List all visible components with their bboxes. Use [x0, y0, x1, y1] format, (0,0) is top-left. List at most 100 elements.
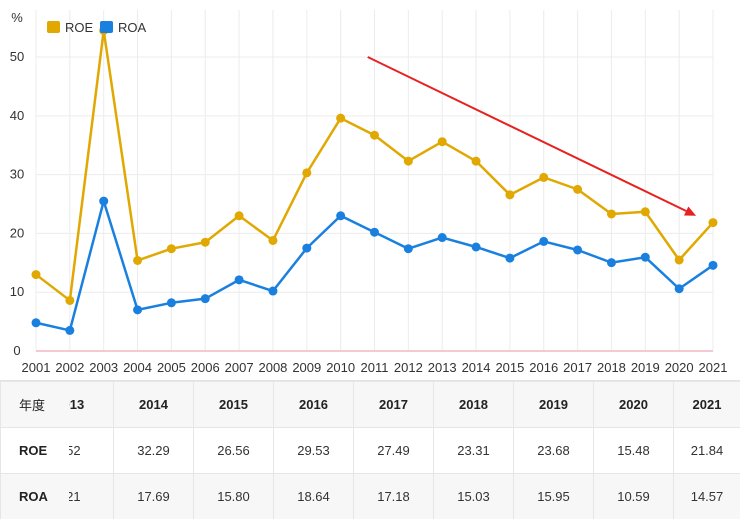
table-cell: 18.64	[273, 473, 354, 519]
data-point-roe	[674, 255, 684, 265]
table-cell: 15.95	[513, 473, 594, 519]
x-tick-label: 2018	[597, 360, 626, 375]
x-tick-label: 2009	[292, 360, 321, 375]
table-cell: 26.56	[193, 427, 274, 474]
table-cell: 15.80	[193, 473, 274, 519]
y-tick-label: 20	[10, 225, 24, 240]
chart-annotation	[367, 56, 697, 216]
data-point-roe	[370, 130, 379, 140]
x-tick-label: 2002	[55, 360, 84, 375]
data-point-roa	[437, 233, 447, 243]
table-row-roa: ROA .21 17.69 15.80 18.64 17.18 15.03 15…	[0, 473, 740, 519]
data-point-roa	[166, 298, 176, 308]
legend-swatch	[100, 21, 113, 33]
x-tick-label: 2011	[361, 360, 389, 375]
data-point-roa	[606, 258, 616, 268]
data-point-roa	[133, 305, 143, 315]
table-cell: 29.53	[273, 427, 354, 474]
legend-item-roa: ROA	[100, 20, 147, 35]
data-table-container[interactable]: 年度 013 2014 2015 2016 2017 2018 2019 202…	[0, 380, 740, 519]
data-point-roa	[370, 227, 379, 237]
data-point-roe	[573, 184, 583, 194]
data-point-roa	[336, 211, 346, 221]
data-point-roa	[403, 244, 413, 254]
data-point-roa	[200, 294, 210, 304]
x-tick-label: 2019	[631, 360, 660, 375]
data-point-roe	[640, 207, 650, 217]
chart-axes: 0 10 20 30 40 50% 2001 2002 2003 2004 2005 2006 2007…	[10, 10, 728, 375]
table-col-header: 2019	[513, 381, 594, 428]
table-col-header: 2016	[273, 381, 354, 428]
data-point-roa	[99, 196, 109, 206]
table-cell: 14.57	[673, 473, 740, 519]
table-col-header: 2020	[593, 381, 674, 428]
data-point-roe	[133, 255, 143, 265]
y-tick-label: 10	[10, 284, 24, 299]
x-tick-label: 2005	[157, 360, 186, 375]
x-tick-label: 2014	[462, 360, 491, 375]
data-point-roe	[471, 156, 481, 166]
y-tick-label: 40	[10, 108, 24, 123]
table-cell: 17.18	[353, 473, 434, 519]
trend-arrow-head	[683, 206, 697, 216]
x-tick-label: 2020	[665, 360, 694, 375]
chart-grid	[35, 10, 714, 351]
table-col-header: 2015	[193, 381, 274, 428]
x-tick-label: 2006	[191, 360, 220, 375]
table-cell: 17.69	[113, 473, 194, 519]
data-point-roa	[471, 242, 481, 252]
table-col-header: 2021	[673, 381, 740, 428]
data-point-roe	[200, 237, 210, 247]
x-tick-label: 2013	[428, 360, 457, 375]
y-tick-label: 30	[10, 167, 24, 182]
data-point-roa	[268, 286, 278, 296]
x-tick-label: 2012	[394, 360, 423, 375]
data-point-roe	[708, 218, 718, 228]
data-point-roe	[403, 156, 413, 166]
x-tick-label: 2001	[22, 360, 51, 375]
table-col-header: 2018	[433, 381, 514, 428]
legend-label: ROE	[65, 20, 94, 35]
table-row-roe: ROE .52 32.29 26.56 29.53 27.49 23.31 23…	[0, 427, 740, 474]
x-tick-label: 2021	[699, 360, 728, 375]
line-chart: 0 10 20 30 40 50% 2001 2002 2003 2004 2005 2006 2007…	[10, 10, 728, 375]
data-point-roe	[268, 235, 278, 245]
data-point-roe	[166, 244, 176, 254]
table-cell: 21.84	[673, 427, 740, 474]
data-table: 年度 013 2014 2015 2016 2017 2018 2019 202…	[0, 381, 740, 519]
data-point-roe	[234, 211, 244, 221]
table-cell: .52	[68, 427, 114, 474]
data-point-roe	[336, 113, 346, 123]
table-col-header: 2014	[113, 381, 194, 428]
table-corner-label: 年度	[0, 381, 69, 428]
chart-legend: ROE ROA	[47, 20, 147, 35]
table-cell: 27.49	[353, 427, 434, 474]
x-tick-label: 2004	[123, 360, 152, 375]
data-point-roa	[31, 318, 41, 328]
x-tick-label: 2003	[89, 360, 118, 375]
data-point-roe	[606, 209, 616, 219]
chart-series	[31, 26, 718, 335]
legend-label: ROA	[118, 20, 147, 35]
data-point-roe	[31, 270, 41, 280]
data-point-roa	[302, 243, 312, 253]
legend-swatch	[47, 21, 60, 33]
x-tick-label: 2016	[529, 360, 558, 375]
data-point-roa	[573, 245, 583, 255]
table-cell: 23.68	[513, 427, 594, 474]
y-tick-label: 50	[10, 49, 24, 64]
data-point-roa	[234, 275, 244, 285]
data-point-roa	[505, 253, 515, 263]
data-point-roe	[65, 295, 75, 305]
table-col-header: 2017	[353, 381, 434, 428]
data-point-roe	[437, 137, 447, 147]
legend-item-roe: ROE	[47, 20, 94, 35]
data-point-roe	[539, 172, 549, 182]
data-point-roa	[65, 325, 75, 335]
table-cell: 32.29	[113, 427, 194, 474]
table-cell: 15.48	[593, 427, 674, 474]
trend-arrow-line	[367, 56, 687, 212]
x-tick-label: 2017	[563, 360, 592, 375]
x-tick-label: 2008	[258, 360, 287, 375]
x-tick-label: 2010	[326, 360, 355, 375]
